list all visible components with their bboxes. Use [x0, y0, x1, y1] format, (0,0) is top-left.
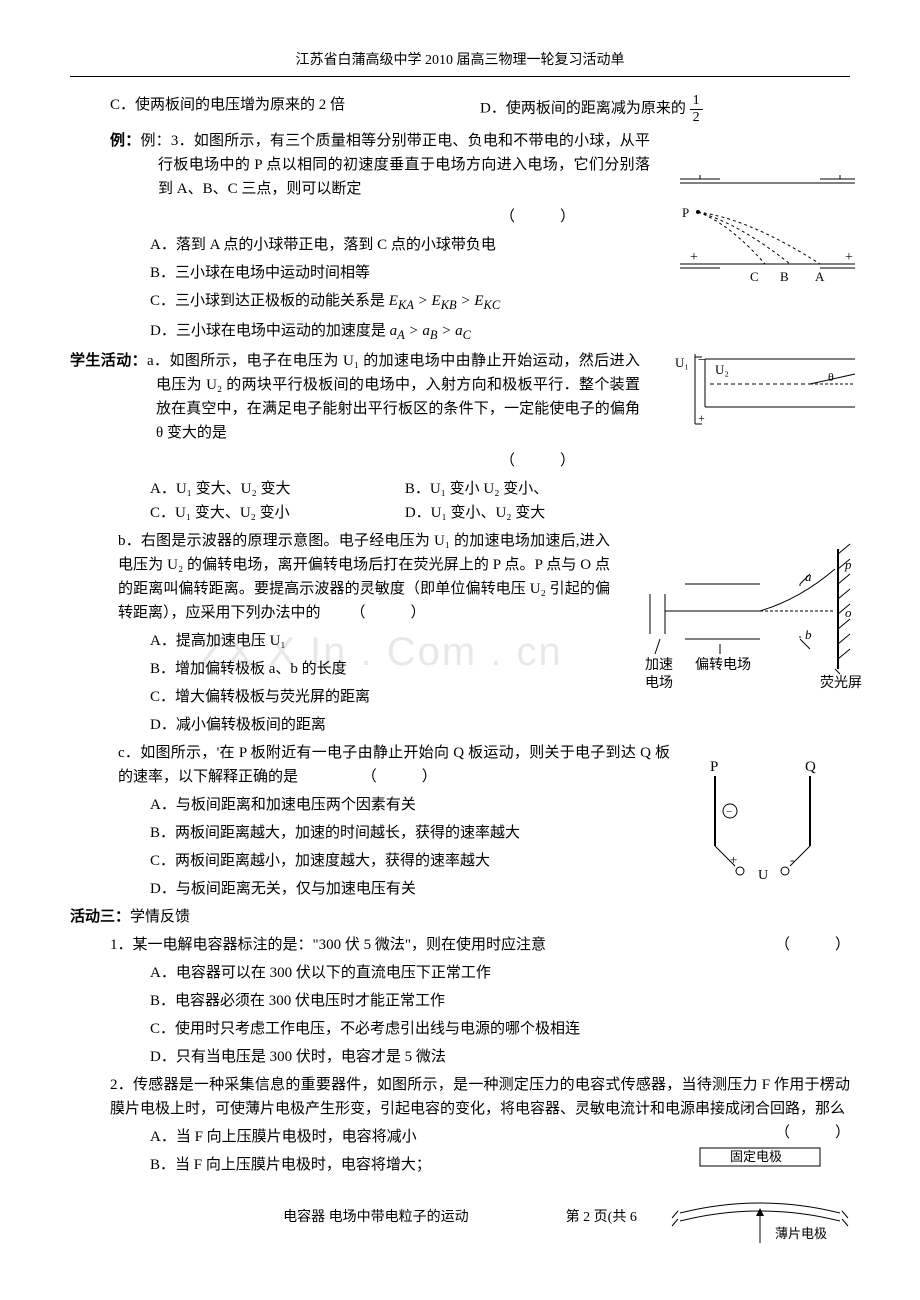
svg-text:U₁: U₁	[675, 355, 689, 370]
svg-text:+: +	[690, 250, 698, 265]
svg-text:+: +	[845, 250, 853, 265]
option-d: D．使两板间的距离减为原来的 1 2	[480, 93, 850, 125]
option-d-prefix: D．使两板间的距离减为原来的	[480, 101, 686, 117]
q1-d: D．只有当电压是 300 伏时，电容才是 5 微法	[70, 1045, 850, 1069]
svg-text:p: p	[844, 557, 852, 572]
svg-text:U₂: U₂	[715, 362, 729, 377]
svg-text:+: +	[698, 411, 705, 425]
sa-opt-a: A．U₁ 变大、U₂ 变大	[150, 477, 385, 501]
svg-text:加速: 加速	[645, 657, 673, 673]
svg-text:薄片电极: 薄片电极	[775, 1226, 827, 1241]
svg-text:B: B	[780, 269, 789, 284]
svg-text:a: a	[805, 569, 812, 584]
svg-text:C: C	[750, 269, 759, 284]
q2-lead: 2．传感器是一种采集信息的重要器件，如图所示，是一种测定压力的电容式传感器，当待…	[70, 1073, 850, 1121]
diagram-accel-deflect: U₁ U₂ θ + −	[660, 349, 860, 465]
svg-text:P: P	[710, 759, 718, 775]
fraction-den: 2	[690, 110, 703, 125]
q1-b: B．电容器必须在 300 伏电压时才能正常工作	[70, 989, 850, 1013]
svg-text:固定电极: 固定电极	[730, 1149, 782, 1164]
diagram-capacitor-sensor: 固定电极 薄片电极	[670, 1143, 850, 1259]
fraction-half: 1 2	[690, 93, 703, 125]
svg-text:-: -	[790, 852, 794, 867]
option-row-cd: C．使两板间的电压增为原来的 2 倍 D．使两板间的距离减为原来的 1 2	[70, 93, 850, 125]
svg-text:A: A	[815, 269, 825, 284]
ex3-lead-text: 例：3．如图所示，有三个质量相等分别带正电、负电和不带电的小球，从平行板电场中的…	[140, 133, 650, 197]
svg-text:b: b	[805, 627, 812, 642]
svg-text:−: −	[698, 353, 706, 368]
option-c: C．使两板间的电压增为原来的 2 倍	[70, 93, 480, 125]
ex3-opt-d: D．三小球在电场中运动的加速度是 aA > aB > aC	[70, 319, 850, 345]
svg-text:U: U	[758, 868, 768, 883]
sa-opt-d: D．U₁ 变小、U₂ 变大	[405, 501, 640, 525]
diagram-pq-plates: P Q − + - U	[680, 756, 840, 892]
svg-text:偏转电场: 偏转电场	[695, 657, 751, 673]
svg-text:θ: θ	[828, 370, 834, 384]
q1-a: A．电容器可以在 300 伏以下的直流电压下正常工作	[70, 961, 850, 985]
svg-text:电场: 电场	[645, 675, 673, 691]
sa-opt-c: C．U₁ 变大、U₂ 变小	[150, 501, 385, 525]
svg-text:P: P	[682, 205, 689, 220]
q1-c: C．使用时只考虑工作电压，不必考虑引出线与电源的哪个极相连	[70, 1017, 850, 1041]
sb-opt-d: D．减小偏转极板间的距离	[70, 713, 850, 737]
svg-text:−: −	[726, 806, 732, 818]
activity-3-title: 活动三：学情反馈	[70, 905, 850, 929]
page-header: 江苏省白蒲高级中学 2010 届高三物理一轮复习活动单	[70, 50, 850, 77]
svg-text:荧光屏: 荧光屏	[820, 674, 862, 691]
diagram-oscilloscope: a b p o 加速 偏转电场 电场 荧光屏	[640, 539, 880, 705]
diagram-parallel-plates-1: P C B A + +	[670, 169, 860, 295]
q1-lead: 1．某一电解电容器标注的是："300 伏 5 微法"，则在使用时应注意 （ ）	[70, 933, 850, 957]
fraction-num: 1	[690, 93, 703, 109]
svg-text:+: +	[730, 852, 737, 867]
sa-opt-b: B．U₁ 变小 U₂ 变小、	[405, 477, 640, 501]
svg-text:Q: Q	[805, 759, 816, 775]
